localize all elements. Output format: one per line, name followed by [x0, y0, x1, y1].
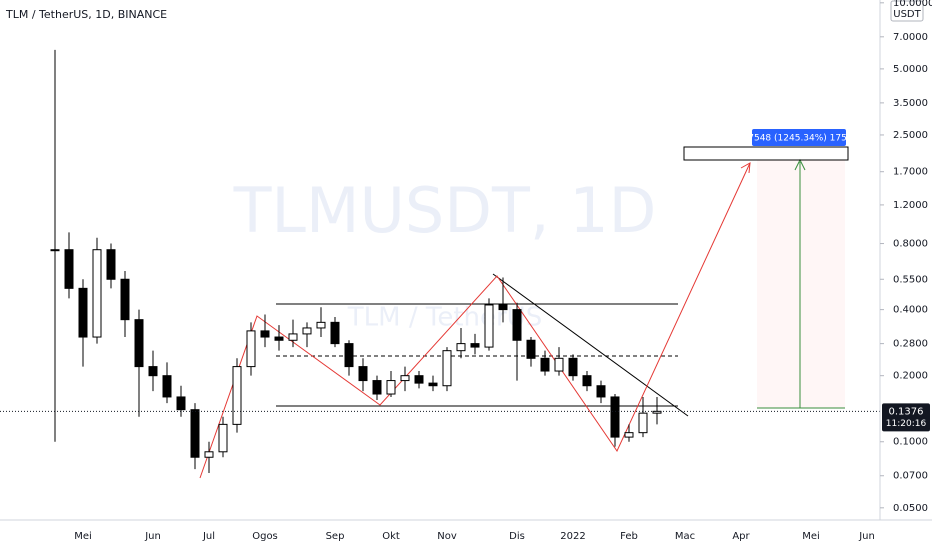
x-tick-label: Dis — [509, 531, 525, 542]
candle-body — [372, 380, 382, 395]
x-tick-label: Feb — [620, 531, 638, 542]
x-tick-label: Apr — [732, 531, 750, 542]
x-tick-label: Sep — [326, 531, 345, 542]
candle-body — [274, 336, 284, 341]
candle-body — [106, 249, 116, 280]
x-tick-label: 2022 — [560, 531, 585, 542]
candle-body — [148, 366, 158, 377]
y-tick-label: 0.0500 — [893, 503, 928, 514]
y-tick-label: 0.5500 — [893, 274, 928, 285]
candle-body — [92, 249, 102, 338]
y-tick-label: 0.2000 — [893, 371, 928, 382]
x-tick-label: Ogos — [252, 531, 278, 542]
trend-line — [492, 273, 689, 417]
candle-body — [246, 330, 256, 368]
candle-body — [330, 321, 340, 345]
candle-body — [64, 249, 74, 289]
candle-body — [540, 357, 550, 372]
candle-body — [358, 366, 368, 382]
candle-body — [400, 375, 410, 382]
candle-body — [554, 357, 564, 372]
x-tick-label: Mac — [675, 531, 695, 542]
projection-area — [757, 160, 845, 408]
candle-body — [120, 278, 130, 321]
last-price-tag — [882, 403, 930, 432]
candle-body — [302, 327, 312, 335]
watermark-group: TLMUSDT, 1D TLM / TetherUS — [233, 174, 657, 332]
chart-title: TLM / TetherUS, 1D, BINANCE — [5, 8, 167, 21]
y-tick-label: 7.0000 — [893, 32, 928, 43]
candle-body — [596, 385, 606, 398]
measure-label: 1.7548 (1245.34%) 17548 — [740, 134, 859, 144]
candle-body — [190, 409, 200, 458]
x-tick-label: Mei — [74, 531, 92, 542]
measure-label-box — [752, 129, 846, 146]
candle-body — [638, 412, 648, 434]
x-tick-label: Jun — [858, 531, 875, 542]
y-tick-label: 2.5000 — [893, 130, 928, 141]
candle-body — [50, 249, 60, 252]
y-tick-label: 0.1000 — [893, 437, 928, 448]
candle-body — [568, 357, 578, 377]
candle-body — [498, 304, 508, 311]
candle-body — [218, 423, 228, 453]
last-price-label: 0.1376 — [889, 406, 924, 417]
candle-body — [624, 432, 634, 438]
candle-body — [442, 350, 452, 387]
y-tick-label: 10.0000 — [893, 0, 932, 9]
candle-body — [260, 330, 270, 338]
unit-box — [890, 0, 924, 22]
candle-body — [582, 375, 592, 387]
x-tick-label: Jul — [202, 531, 215, 542]
candle-body — [288, 333, 298, 341]
candle-body — [512, 309, 522, 341]
candle-body — [414, 375, 424, 384]
candle-body — [428, 382, 438, 387]
watermark-subtitle: TLM / TetherUS — [347, 303, 542, 333]
x-tick-label: Nov — [437, 531, 457, 542]
y-tick-label: 1.7000 — [893, 167, 928, 178]
candle-body — [204, 451, 214, 458]
y-tick-label: 0.2800 — [893, 339, 928, 350]
y-tick-label: 0.0700 — [893, 471, 928, 482]
candle-body — [484, 304, 494, 348]
candle-body — [134, 319, 144, 368]
candle-body — [526, 339, 536, 359]
watermark: TLMUSDT, 1D — [233, 174, 657, 247]
price-axis — [880, 0, 932, 550]
candle-body — [386, 380, 396, 395]
y-tick-label: 1.2000 — [893, 200, 928, 211]
candle-body — [176, 396, 186, 411]
y-tick-label: 0.4000 — [893, 305, 928, 316]
candle-body — [316, 321, 326, 329]
y-tick-label: 0.8000 — [893, 239, 928, 250]
target-box — [683, 146, 849, 161]
x-tick-label: Jun — [144, 531, 161, 542]
unit-label: USDT — [893, 9, 921, 20]
candle-body — [456, 343, 466, 352]
y-tick-label: 5.0000 — [893, 64, 928, 75]
candle-body — [232, 366, 242, 425]
x-tick-label: Okt — [382, 531, 400, 542]
candle-body — [78, 287, 88, 338]
candle-body — [162, 375, 172, 398]
candle-body — [470, 343, 480, 348]
candles — [50, 49, 662, 474]
countdown: 11:20:16 — [886, 419, 927, 429]
x-tick-label: Mei — [802, 531, 820, 542]
y-tick-label: 3.5000 — [893, 98, 928, 109]
candle-body — [344, 343, 354, 368]
zigzag-arrowhead — [740, 162, 751, 174]
candle-body — [610, 396, 620, 438]
